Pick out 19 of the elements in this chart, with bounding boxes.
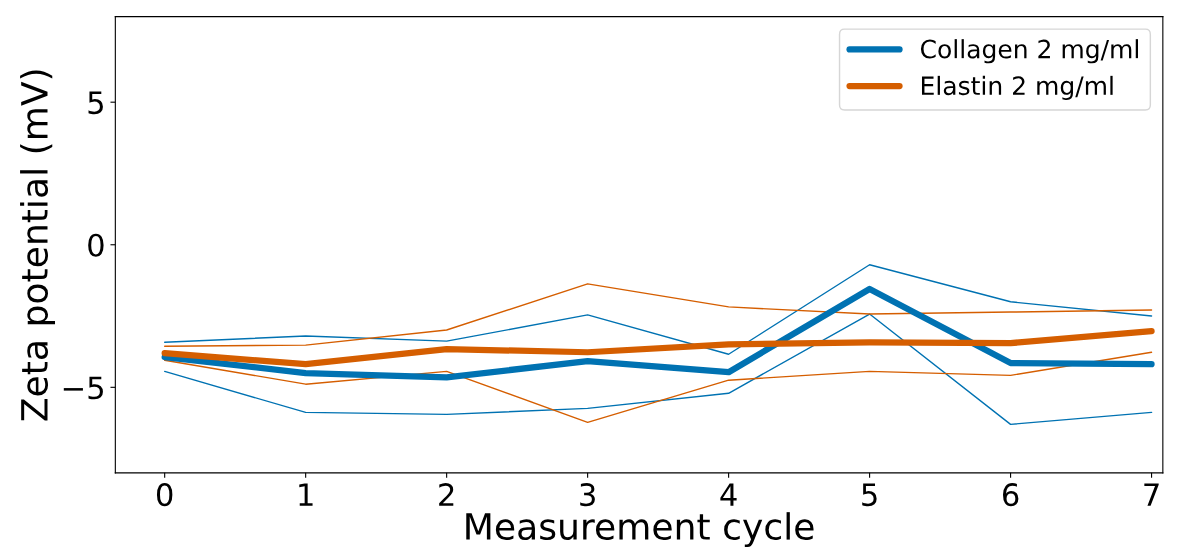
x-tick-label: 1 xyxy=(299,483,313,506)
y-tick-label: −5 xyxy=(63,376,103,400)
line-series xyxy=(163,264,1153,355)
x-tick-label: 6 xyxy=(1002,483,1019,507)
y-tick-label: 0 xyxy=(88,233,104,257)
legend-label: Collagen 2 mg/ml xyxy=(920,39,1138,64)
x-tick-label: 2 xyxy=(439,483,454,506)
x-tick-label: 4 xyxy=(720,483,737,506)
x-tick-label: 0 xyxy=(156,483,173,507)
y-tick-label: 5 xyxy=(88,91,103,115)
x-axis-title: Measurement cycle xyxy=(466,512,814,548)
y-axis-title: Zeta potential (mV) xyxy=(20,70,56,421)
line-series xyxy=(163,283,1153,347)
x-tick-label: 5 xyxy=(862,483,877,507)
line-series xyxy=(163,351,1153,424)
line-series xyxy=(163,313,1153,426)
x-tick-label: 7 xyxy=(1144,483,1159,506)
legend-label: Elastin 2 mg/ml xyxy=(921,75,1113,101)
x-tick-label: 3 xyxy=(580,483,595,507)
